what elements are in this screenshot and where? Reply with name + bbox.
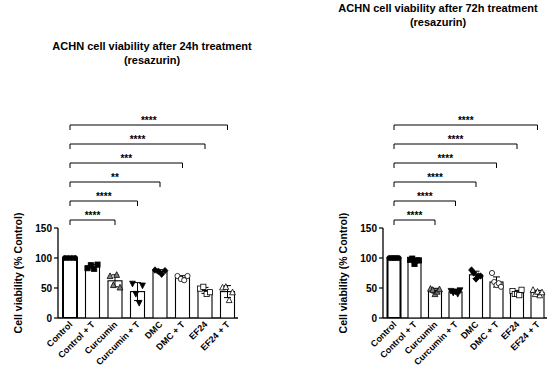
bar — [86, 267, 100, 318]
significance-label: **** — [427, 172, 443, 183]
significance-label: **** — [141, 115, 157, 126]
significance-bracket — [70, 201, 138, 206]
significance-bracket — [394, 163, 497, 168]
bar — [490, 282, 503, 318]
significance-bracket — [70, 220, 115, 225]
data-point — [478, 273, 484, 279]
data-point — [72, 255, 77, 260]
x-tick-label: EF24 + T — [508, 319, 542, 353]
significance-bracket — [70, 125, 228, 130]
y-tick — [379, 287, 383, 288]
y-tick — [54, 287, 58, 288]
y-tick — [379, 227, 383, 228]
chart-subtitle: (resazurin) — [410, 16, 467, 28]
panel: ACHN cell viability after 72h treatment (… — [337, 2, 547, 367]
bar — [388, 258, 401, 318]
error-cap — [493, 276, 500, 277]
data-point — [457, 288, 463, 294]
significance-bracket — [70, 182, 160, 187]
bar — [108, 281, 122, 318]
significance-bracket — [394, 144, 517, 149]
significance-bracket — [394, 125, 538, 130]
y-tick-label: 150 — [35, 223, 52, 234]
x-tick-label: EF24 + T — [198, 319, 232, 353]
panel: ACHN cell viability after 24h treatment (… — [12, 40, 252, 367]
chart-title: ACHN cell viability after 24h treatment — [52, 40, 252, 52]
data-point — [133, 291, 139, 297]
significance-label: **** — [458, 115, 474, 126]
chart-subtitle: (resazurin) — [124, 54, 181, 66]
significance-label: *** — [120, 153, 132, 164]
y-tick — [54, 257, 58, 258]
significance-label: ** — [111, 172, 119, 183]
y-tick-label: 100 — [35, 253, 52, 264]
y-tick-label: 0 — [371, 313, 377, 324]
y-tick — [54, 317, 58, 318]
bar — [176, 278, 190, 318]
bar — [470, 275, 483, 318]
y-axis-label: Cell viability (% Control) — [337, 213, 349, 334]
data-point — [140, 283, 146, 289]
data-point — [223, 284, 229, 290]
data-point — [437, 286, 443, 292]
data-point — [539, 289, 545, 295]
significance-label: **** — [85, 210, 101, 221]
x-tick-label: DMC + T — [468, 319, 501, 352]
bar — [63, 258, 77, 318]
data-point — [185, 273, 190, 278]
significance-label: **** — [96, 191, 112, 202]
data-point — [498, 284, 503, 289]
data-point — [136, 300, 142, 306]
significance-label: **** — [407, 210, 423, 221]
bar — [198, 290, 212, 318]
y-tick-label: 50 — [41, 283, 53, 294]
figure: ACHN cell viability after 24h treatment (… — [0, 0, 550, 370]
plot-marks — [387, 255, 545, 318]
data-point — [162, 267, 168, 273]
y-axis-label: Cell viability (% Control) — [12, 213, 24, 334]
chart-title: ACHN cell viability after 72h treatment — [338, 2, 538, 14]
significance-bracket — [70, 144, 205, 149]
y-tick-label: 100 — [360, 253, 377, 264]
data-point — [396, 255, 401, 260]
data-point — [95, 262, 100, 267]
significance-label: **** — [417, 191, 433, 202]
significance-label: **** — [448, 134, 464, 145]
data-point — [114, 272, 120, 278]
data-point — [416, 258, 421, 263]
y-tick-label: 150 — [360, 223, 377, 234]
data-point — [489, 270, 494, 275]
data-point — [201, 284, 206, 289]
data-point — [517, 293, 522, 298]
significance-label: **** — [437, 153, 453, 164]
x-tick-label: DMC + T — [154, 319, 187, 352]
data-point — [519, 287, 524, 292]
plot-marks — [62, 255, 235, 318]
data-point — [230, 289, 236, 295]
y-tick-label: 50 — [366, 283, 378, 294]
data-point — [130, 281, 136, 287]
data-point — [226, 297, 232, 303]
y-tick-label: 0 — [46, 313, 52, 324]
significance-bracket — [394, 220, 435, 225]
y-tick — [54, 227, 58, 228]
bar — [408, 261, 421, 318]
significance-bracket — [394, 201, 456, 206]
data-point — [110, 282, 116, 288]
y-axis — [382, 228, 383, 318]
bar — [429, 291, 442, 318]
significance-bracket — [70, 163, 183, 168]
y-tick — [379, 257, 383, 258]
bar — [449, 292, 462, 318]
data-point — [117, 284, 123, 290]
bar — [153, 272, 167, 319]
x-tick-label: Curcumin + T — [94, 319, 142, 367]
data-point — [207, 290, 212, 295]
significance-bracket — [394, 182, 476, 187]
data-point — [107, 273, 113, 279]
y-axis — [57, 228, 58, 318]
x-tick-label: Curcumin + T — [412, 319, 460, 367]
y-tick — [379, 317, 383, 318]
significance-label: **** — [130, 134, 146, 145]
